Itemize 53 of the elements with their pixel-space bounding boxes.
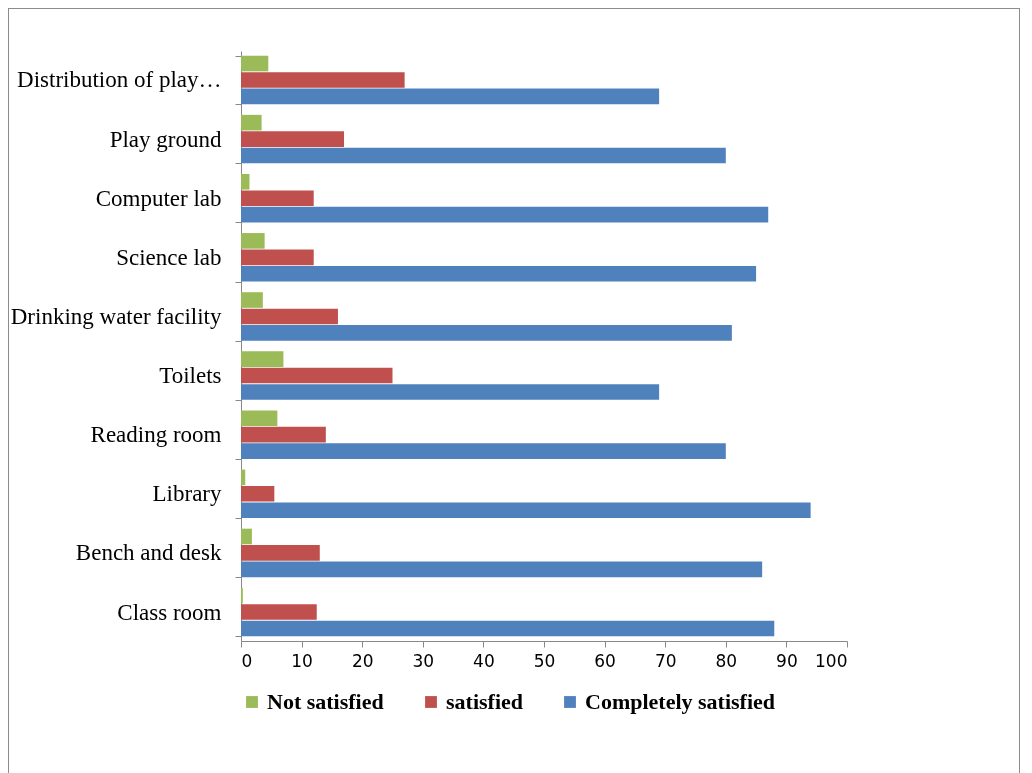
bar bbox=[241, 485, 275, 502]
legend-label: satisfied bbox=[446, 689, 523, 714]
bar bbox=[241, 173, 250, 190]
bar bbox=[241, 469, 246, 486]
y-tick-label: Library bbox=[152, 481, 222, 507]
bar bbox=[241, 443, 726, 459]
x-tick-label: 50 bbox=[533, 650, 556, 671]
bar bbox=[241, 545, 320, 561]
bar bbox=[241, 265, 757, 282]
x-tick-label: 0 bbox=[241, 650, 253, 671]
x-tick-label: 100 bbox=[815, 650, 848, 671]
bar bbox=[241, 384, 660, 400]
bar bbox=[241, 502, 811, 519]
bar bbox=[241, 233, 265, 249]
bar bbox=[241, 426, 326, 443]
x-tick-label: 10 bbox=[291, 650, 313, 671]
y-tick-label: Drinking water facility bbox=[10, 303, 222, 329]
bar bbox=[241, 410, 278, 427]
legend-label: Not satisfied bbox=[267, 689, 384, 714]
y-tick-label: Class room bbox=[117, 599, 222, 625]
bar bbox=[241, 131, 345, 147]
y-tick-label: Computer lab bbox=[95, 185, 222, 211]
y-tick-label: Play ground bbox=[109, 126, 222, 152]
y-tick-label: Bench and desk bbox=[75, 540, 222, 566]
bar bbox=[241, 72, 405, 88]
y-tick-label: Reading room bbox=[90, 422, 222, 448]
bar bbox=[241, 325, 732, 341]
bar bbox=[241, 55, 269, 72]
bar bbox=[241, 114, 262, 131]
bar bbox=[241, 604, 317, 620]
bar bbox=[241, 561, 763, 578]
bar bbox=[241, 147, 726, 164]
bar bbox=[241, 292, 263, 308]
bar bbox=[241, 528, 252, 545]
x-tick-label: 70 bbox=[654, 650, 677, 671]
x-tick-label: 80 bbox=[715, 650, 738, 671]
x-tick-label: 30 bbox=[412, 650, 435, 671]
x-tick-label: 20 bbox=[351, 650, 374, 671]
bar bbox=[241, 206, 769, 223]
y-tick-label: Science lab bbox=[116, 244, 222, 270]
y-tick-label: Toilets bbox=[159, 363, 222, 389]
x-tick-label: 60 bbox=[594, 650, 616, 671]
bar bbox=[241, 249, 314, 266]
y-tick-label: Distribution of play… bbox=[17, 67, 222, 93]
x-tick-label: 40 bbox=[473, 650, 495, 671]
x-tick-label: 90 bbox=[776, 650, 798, 671]
bar bbox=[241, 88, 660, 105]
bar bbox=[241, 308, 338, 325]
bar bbox=[241, 351, 284, 367]
bar bbox=[241, 620, 775, 637]
bar bbox=[241, 367, 393, 384]
bar bbox=[241, 190, 314, 207]
legend-label: Completely satisfied bbox=[585, 689, 776, 714]
